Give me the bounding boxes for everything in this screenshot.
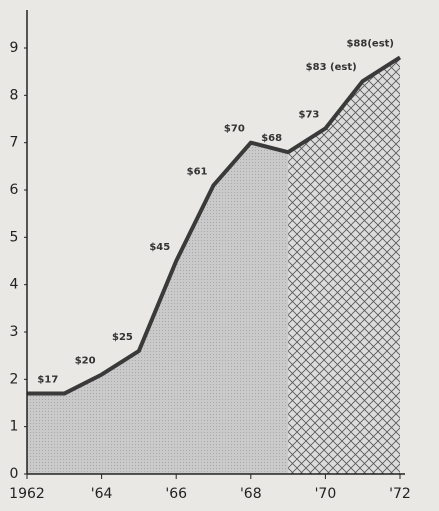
x-tick-label: '64 bbox=[91, 486, 113, 502]
y-tick-label: 5 bbox=[10, 229, 19, 245]
y-tick-label: 7 bbox=[10, 135, 19, 151]
value-label: $88(est) bbox=[346, 38, 394, 49]
y-tick-label: 4 bbox=[10, 277, 19, 293]
value-label: $68 bbox=[261, 133, 282, 144]
y-tick-label: 8 bbox=[10, 87, 19, 103]
y-tick-label: 3 bbox=[10, 324, 19, 340]
estimate-hatch bbox=[288, 57, 400, 474]
y-tick-label: 9 bbox=[10, 40, 19, 56]
y-tick-label: 0 bbox=[10, 466, 19, 482]
value-label: $61 bbox=[187, 166, 208, 177]
line bbox=[27, 55, 402, 396]
value-label: $45 bbox=[149, 242, 170, 253]
value-label: $83 (est) bbox=[306, 62, 357, 73]
value-label: $17 bbox=[37, 375, 58, 386]
value-label: $25 bbox=[112, 332, 133, 343]
x-tick-label: '68 bbox=[240, 486, 262, 502]
x-tick-label: '72 bbox=[389, 486, 411, 502]
x-tick-label: '70 bbox=[315, 486, 337, 502]
y-tick-label: 2 bbox=[10, 371, 19, 387]
x-tick-label: '66 bbox=[165, 486, 187, 502]
y-tick-label: 1 bbox=[10, 419, 19, 435]
value-label: $70 bbox=[224, 124, 245, 135]
y-tick-label: 6 bbox=[10, 182, 19, 198]
value-label: $73 bbox=[299, 109, 320, 120]
value-label: $20 bbox=[75, 356, 96, 367]
x-tick-label: 1962 bbox=[9, 486, 45, 502]
